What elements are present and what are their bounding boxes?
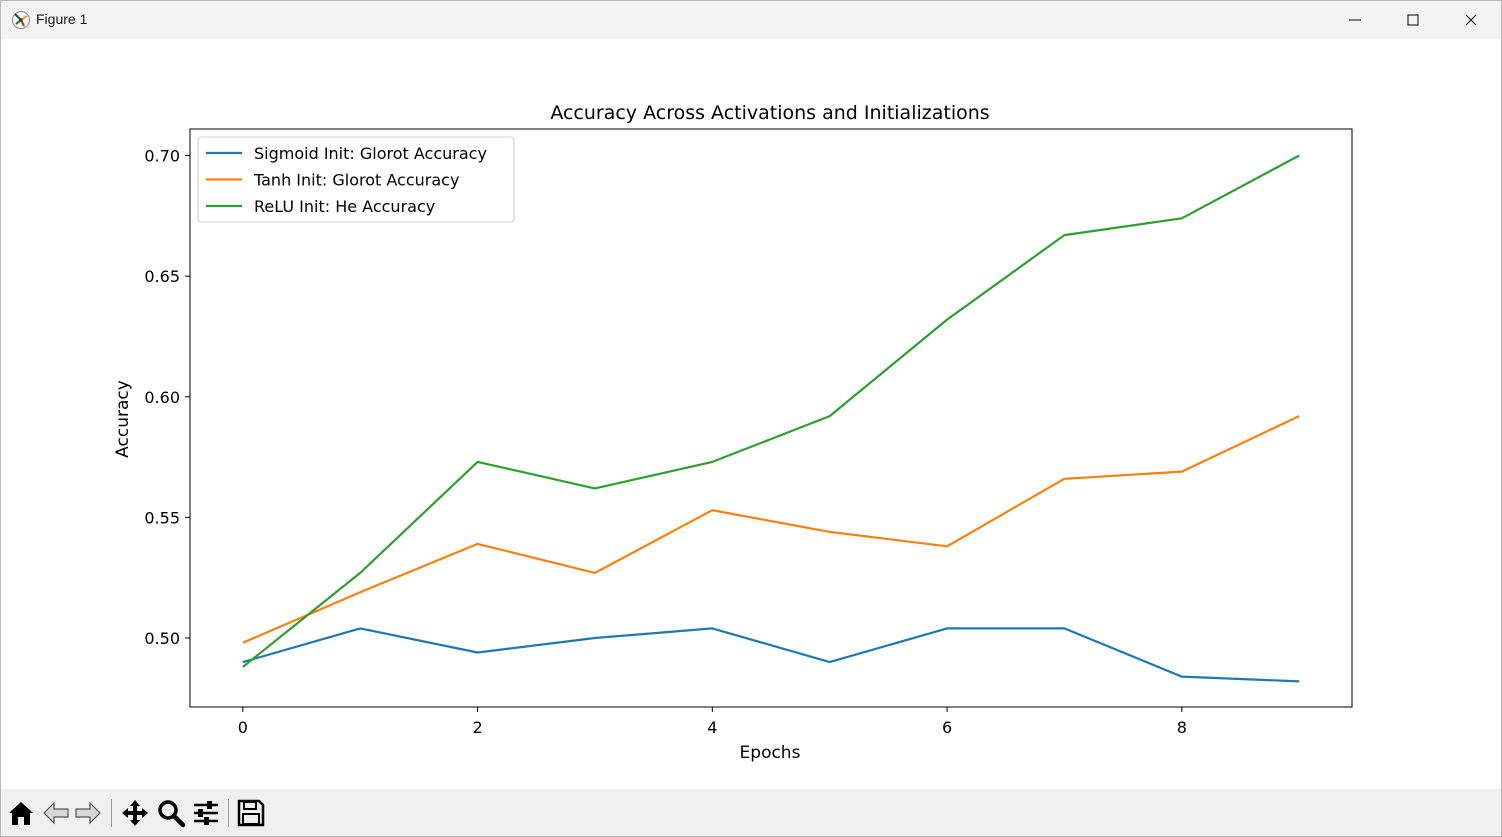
pan-icon bbox=[122, 800, 148, 826]
zoom-icon bbox=[158, 800, 186, 828]
back-button[interactable] bbox=[41, 798, 71, 828]
plot-frame bbox=[189, 128, 1353, 708]
close-icon bbox=[1465, 14, 1477, 26]
legend-label: ReLU Init: He Accuracy bbox=[254, 197, 435, 216]
figure-canvas[interactable]: Accuracy Across Activations and Initiali… bbox=[1, 39, 1501, 789]
zoom-button[interactable] bbox=[156, 798, 186, 828]
legend-label: Sigmoid Init: Glorot Accuracy bbox=[254, 144, 487, 163]
maximize-icon bbox=[1407, 14, 1419, 26]
y-tick-label: 0.65 bbox=[144, 267, 180, 286]
navigation-toolbar bbox=[1, 789, 1501, 836]
line-chart: Accuracy Across Activations and Initiali… bbox=[113, 102, 1353, 763]
save-button[interactable] bbox=[236, 798, 266, 828]
x-tick-label: 6 bbox=[942, 718, 952, 737]
x-tick-label: 8 bbox=[1177, 718, 1187, 737]
matplotlib-logo-icon bbox=[12, 11, 30, 29]
y-axis-label: Accuracy bbox=[113, 380, 133, 458]
y-tick-label: 0.70 bbox=[144, 147, 180, 166]
series-line-2 bbox=[242, 154, 1300, 668]
x-tick-label: 4 bbox=[707, 718, 717, 737]
configure-subplots-button[interactable] bbox=[191, 798, 221, 828]
toolbar-separator bbox=[228, 799, 229, 827]
window-title: Figure 1 bbox=[36, 11, 88, 27]
x-tick-label: 0 bbox=[238, 718, 248, 737]
legend: Sigmoid Init: Glorot Accuracy Tanh Init: … bbox=[197, 136, 515, 223]
y-tick-label: 0.60 bbox=[144, 388, 180, 407]
save-icon bbox=[237, 799, 265, 827]
pan-button[interactable] bbox=[120, 798, 150, 828]
series-lines bbox=[242, 154, 1300, 683]
forward-icon bbox=[75, 801, 101, 825]
minimize-button[interactable] bbox=[1326, 1, 1384, 39]
toolbar-separator bbox=[111, 799, 112, 827]
home-button[interactable] bbox=[6, 798, 36, 828]
title-bar[interactable]: Figure 1 bbox=[1, 1, 1501, 39]
x-axis-ticks: 0 2 4 6 8 bbox=[238, 707, 1187, 737]
maximize-button[interactable] bbox=[1384, 1, 1442, 39]
chart-title: Accuracy Across Activations and Initiali… bbox=[550, 102, 989, 124]
series-line-1 bbox=[242, 415, 1300, 644]
legend-label: Tanh Init: Glorot Accuracy bbox=[253, 171, 459, 190]
x-axis-label: Epochs bbox=[740, 743, 801, 763]
y-tick-label: 0.55 bbox=[144, 508, 180, 527]
y-axis-ticks: 0.50 0.55 0.60 0.65 0.70 bbox=[144, 147, 190, 648]
x-tick-label: 2 bbox=[472, 718, 482, 737]
legend-box bbox=[197, 136, 515, 223]
series-line-0 bbox=[242, 627, 1300, 683]
home-icon bbox=[9, 802, 33, 825]
minimize-icon bbox=[1349, 19, 1361, 21]
forward-button[interactable] bbox=[73, 798, 103, 828]
y-tick-label: 0.50 bbox=[144, 629, 180, 648]
close-button[interactable] bbox=[1442, 1, 1500, 39]
back-icon bbox=[43, 801, 69, 825]
configure-subplots-icon bbox=[194, 801, 218, 825]
